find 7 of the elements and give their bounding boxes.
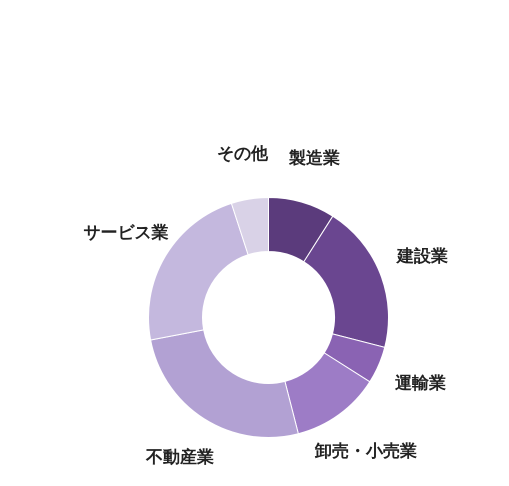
slice-label: 卸売・小売業 <box>314 441 417 462</box>
slice-label: 運輸業 <box>394 373 446 394</box>
slice-label: 建設業 <box>394 246 448 267</box>
slice-label: その他 <box>217 144 270 164</box>
slice-label: サービス業 <box>83 223 168 244</box>
slice-label: 不動産業 <box>144 447 214 468</box>
slice-label: 製造業 <box>288 148 340 168</box>
